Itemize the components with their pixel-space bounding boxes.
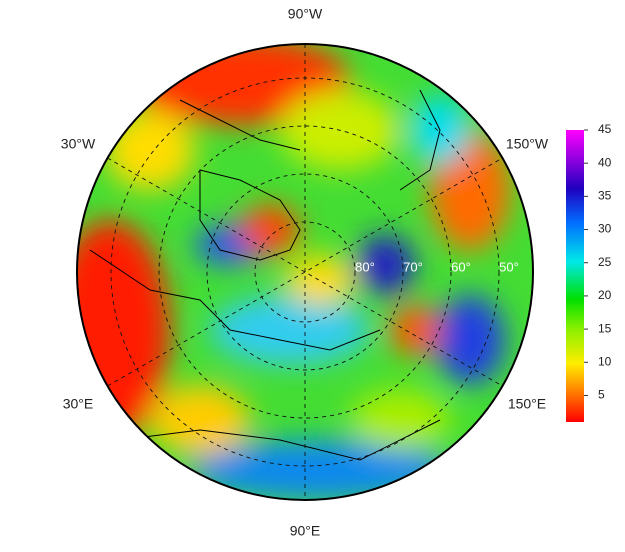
colorbar-tick-label: 40 bbox=[598, 155, 612, 169]
lat-label: 70° bbox=[403, 259, 423, 274]
colorbar-tick-label: 45 bbox=[598, 122, 612, 136]
parallel bbox=[158, 125, 452, 419]
colorbar-tick-label: 30 bbox=[598, 222, 612, 236]
parallel bbox=[206, 173, 404, 371]
colorbar-tick-label: 15 bbox=[598, 321, 612, 335]
colorbar-tick-label: 20 bbox=[598, 288, 612, 302]
parallel bbox=[254, 221, 356, 323]
graticule bbox=[107, 44, 503, 500]
parallel bbox=[110, 77, 500, 467]
colorbar-tick-label: 25 bbox=[598, 255, 612, 269]
lat-label: 50° bbox=[499, 259, 519, 274]
colorbar bbox=[566, 130, 584, 422]
lat-label: 80° bbox=[355, 259, 375, 274]
colorbar-tick-label: 35 bbox=[598, 189, 612, 203]
lon-label: 150°W bbox=[506, 136, 549, 152]
lat-label: 60° bbox=[451, 259, 471, 274]
lon-label: 90°W bbox=[288, 6, 323, 22]
meridian bbox=[107, 157, 503, 387]
lon-label: 90°E bbox=[290, 523, 321, 539]
colorbar-tick-label: 5 bbox=[598, 388, 605, 402]
colorbar-tick-label: 10 bbox=[598, 354, 612, 368]
lon-label: 150°E bbox=[508, 396, 546, 412]
lon-label: 30°E bbox=[63, 396, 94, 412]
map-border bbox=[76, 43, 534, 501]
lon-label: 30°W bbox=[61, 136, 96, 152]
